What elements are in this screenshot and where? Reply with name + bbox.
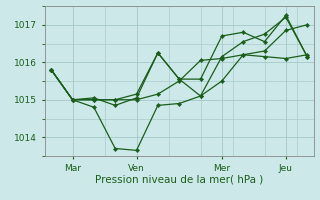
X-axis label: Pression niveau de la mer( hPa ): Pression niveau de la mer( hPa ) bbox=[95, 174, 263, 184]
